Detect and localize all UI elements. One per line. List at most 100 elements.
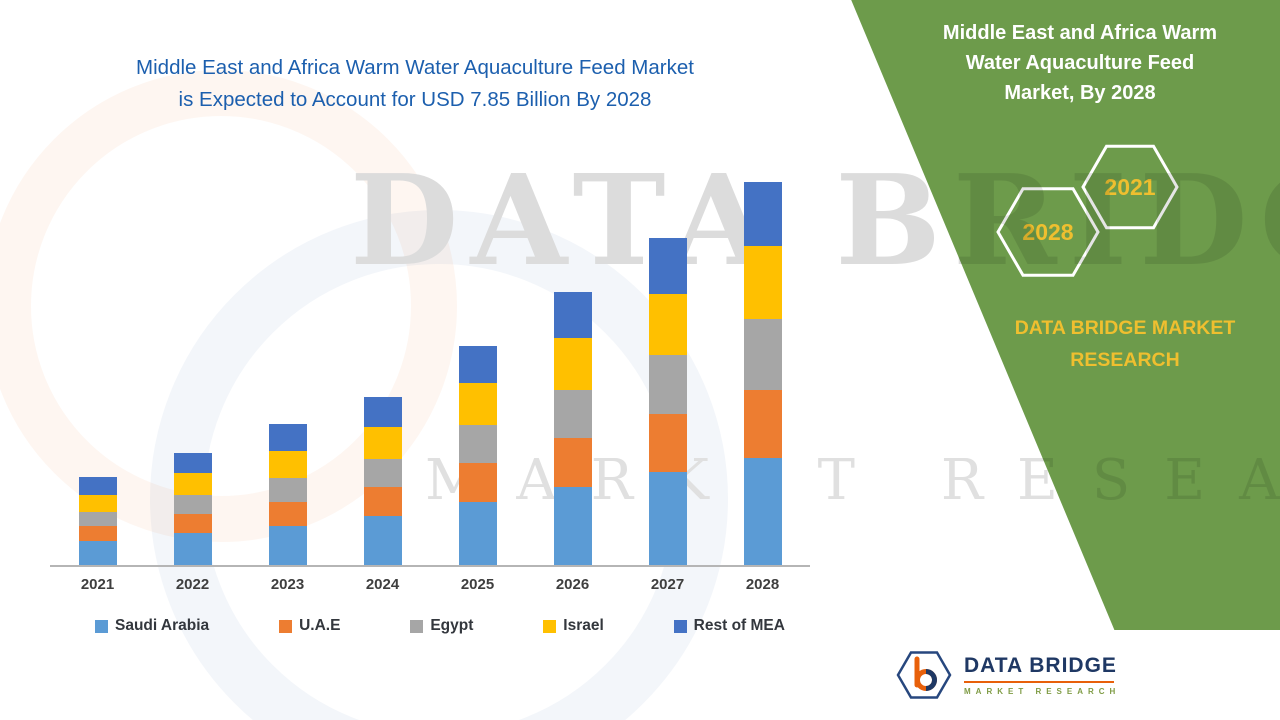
bar-column-2025 [430,175,525,565]
legend-item-u-a-e: U.A.E [279,617,340,635]
stacked-bar-2023 [268,423,307,565]
bar-segment-saudi-arabia [173,533,212,565]
bar-segment-saudi-arabia [268,526,307,565]
legend-swatch-icon [279,619,293,633]
x-axis-label-2026: 2026 [555,576,590,593]
chart-headline-line2: is Expected to Account for USD 7.85 Bill… [178,87,652,111]
bar-segment-saudi-arabia [743,457,782,565]
legend-swatch-icon [410,619,424,633]
bar-segment-egypt [268,478,307,502]
chart-headline: Middle East and Africa Warm Water Aquacu… [0,52,830,116]
x-axis-label-2022: 2022 [175,576,210,593]
chart-area: 2021 2022 2023 2024 2025 2026 2027 2028 [50,175,810,593]
x-axis-labels: 2021 2022 2023 2024 2025 2026 2027 2028 [50,576,810,593]
bar-column-2023 [240,175,335,565]
bar-segment-saudi-arabia [553,487,592,565]
stacked-bar-2025 [458,345,497,565]
bar-segment-u-a-e [458,462,497,502]
stacked-bar-2026 [553,292,592,565]
bar-segment-egypt [363,458,402,487]
legend-item-rest-of-mea: Rest of MEA [673,617,785,635]
footer-divider [964,681,1114,683]
stacked-bar-2027 [648,238,687,565]
side-panel-title-line2: Water Aquaculture Feed [965,52,1195,74]
legend-label: Egypt [430,617,474,634]
side-panel-title-line3: Market, By 2028 [1004,82,1156,104]
stacked-bar-2022 [173,452,212,565]
bar-segment-israel [553,338,592,390]
bar-segment-rest-of-mea [268,423,307,452]
hexagon-2021-icon [1081,144,1179,230]
bar-segment-u-a-e [648,413,687,473]
legend-item-israel: Israel [543,617,604,635]
x-axis-label-2024: 2024 [365,576,400,593]
stacked-bar-2028 [743,182,782,565]
bar-segment-rest-of-mea [648,238,687,295]
stacked-bar-2021 [78,477,117,565]
bar-segment-u-a-e [78,526,117,541]
data-bridge-logo-icon [896,651,952,699]
bar-segment-u-a-e [173,513,212,534]
legend-label: U.A.E [299,617,341,634]
bar-segment-rest-of-mea [173,452,212,474]
side-panel-brand-line2: RESEARCH [1070,349,1180,372]
hexagon-2028-label: 2028 [1022,219,1073,245]
side-panel-title-line1: Middle East and Africa Warm [942,22,1218,44]
legend-swatch-icon [95,619,108,633]
hexagon-2021-label: 2021 [1104,174,1155,200]
stacked-bar-2024 [363,396,402,565]
x-axis-label-2028: 2028 [745,576,780,593]
bar-segment-egypt [173,495,212,514]
bar-segment-rest-of-mea [458,345,497,384]
bar-column-2021 [50,175,145,565]
bar-segment-rest-of-mea [553,292,592,339]
bar-segment-rest-of-mea [78,477,117,496]
bar-segment-rest-of-mea [363,396,402,428]
bar-segment-saudi-arabia [78,540,117,565]
bar-column-2026 [525,175,620,565]
bar-column-2027 [620,175,715,565]
legend-swatch-icon [543,619,557,633]
bar-column-2024 [335,175,430,565]
footer-brand-sub: MARKET RESEARCH [964,687,1121,696]
bar-segment-israel [363,427,402,459]
bar-segment-u-a-e [553,438,592,487]
legend-swatch-icon [673,619,687,633]
bar-segment-egypt [78,512,117,526]
bar-segment-rest-of-mea [743,182,782,246]
bar-segment-egypt [553,389,592,439]
bar-column-2022 [145,175,240,565]
bar-segment-israel [743,245,782,319]
bar-segment-saudi-arabia [458,501,497,565]
legend-label: Saudi Arabia [115,617,210,634]
bar-segment-israel [648,294,687,356]
legend-label: Rest of MEA [693,617,785,634]
x-axis-label-2025: 2025 [460,576,495,593]
legend-item-egypt: Egypt [410,617,473,635]
bar-segment-egypt [458,424,497,463]
bar-segment-israel [458,383,497,425]
chart-headline-line1: Middle East and Africa Warm Water Aquacu… [136,56,694,79]
x-axis-label-2021: 2021 [80,576,115,593]
plot-area [50,175,810,567]
legend-item-saudi-arabia: Saudi Arabia [95,617,209,635]
side-panel-brand: DATA BRIDGE MARKET RESEARCH [960,312,1280,376]
bar-segment-israel [173,473,212,496]
bar-segment-saudi-arabia [363,516,402,565]
bar-segment-israel [78,495,117,513]
bar-column-2028 [715,175,810,565]
legend-label: Israel [563,617,604,634]
bar-segment-egypt [648,355,687,414]
bar-segment-u-a-e [743,389,782,458]
bar-segment-israel [268,451,307,479]
footer-logo-box: DATA BRIDGE MARKET RESEARCH [876,630,1280,720]
bar-segment-saudi-arabia [648,472,687,565]
side-panel-brand-line1: DATA BRIDGE MARKET [1014,317,1236,339]
x-axis-label-2023: 2023 [270,576,305,593]
legend: Saudi Arabia U.A.E Egypt Israel Rest of MEA [95,617,785,635]
side-panel-title: Middle East and Africa Warm Water Aquacu… [920,18,1240,108]
footer-brand-name: DATA BRIDGE [964,654,1117,677]
bar-segment-u-a-e [363,487,402,517]
hexagon-2028-icon [996,187,1100,277]
